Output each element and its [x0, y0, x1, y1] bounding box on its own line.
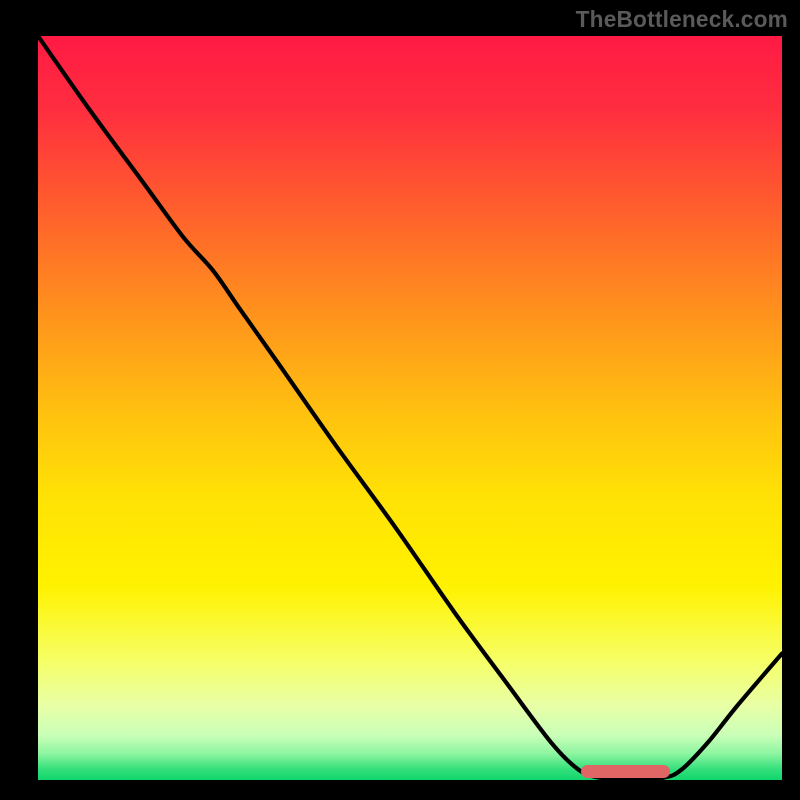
- bottleneck-curve: [38, 36, 782, 780]
- plot-area: [38, 36, 782, 780]
- curve-path: [38, 36, 782, 779]
- chart-canvas: TheBottleneck.com: [0, 0, 800, 800]
- optimal-marker: [581, 765, 670, 778]
- watermark-text: TheBottleneck.com: [576, 6, 788, 33]
